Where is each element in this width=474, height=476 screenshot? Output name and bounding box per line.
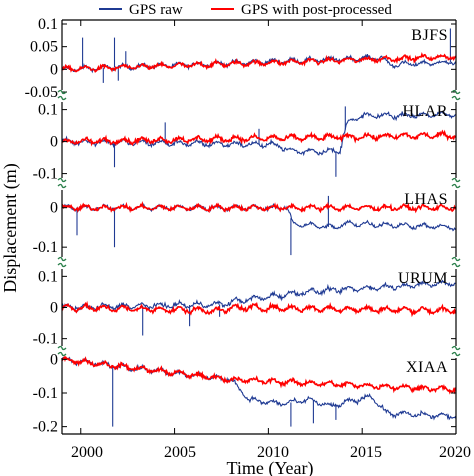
legend: GPS raw GPS with post-processed [99, 2, 392, 18]
y-tick-label: -0.05 [25, 84, 58, 101]
panel-lhas: 0 -0.1 LHAS [33, 190, 457, 257]
axis-break-mark [451, 89, 461, 101]
panel-urum: 0.1 0 -0.1 URUM [33, 268, 457, 348]
panel-xiaa: 0 -0.1 -0.2 XIAA [33, 351, 457, 436]
axis-break-mark [451, 256, 461, 268]
y-tick-label: 0.1 [38, 16, 58, 33]
axis-break-mark [57, 89, 67, 101]
station-label: XIAA [406, 359, 448, 376]
series-line-post-processed-lhas [62, 201, 456, 214]
station-label: URUM [398, 270, 448, 287]
y-tick-label: 0.1 [38, 102, 58, 119]
legend-label-post-processed: GPS with post-processed [241, 2, 392, 18]
series-line-post-processed-urum [62, 300, 456, 318]
axis-break-mark [451, 177, 461, 189]
y-tick-label: 0 [50, 61, 58, 78]
x-tick-label: 2005 [164, 444, 196, 461]
y-tick-label: 0.1 [38, 268, 58, 285]
y-tick-label: -0.1 [33, 385, 58, 402]
axis-break-mark [451, 345, 461, 357]
panel-bjfs: 0.1 0.05 0 -0.05 BJFS [25, 16, 457, 101]
y-tick-label: -0.1 [33, 239, 58, 256]
x-tick-label: 2010 [257, 444, 289, 461]
station-label: HLAR [402, 103, 448, 120]
frame [62, 19, 457, 435]
x-tick-labels: 2000 2005 2010 2015 2020 [71, 444, 471, 461]
y-tick-label: -0.2 [33, 419, 58, 436]
y-axis-title: Displacement (m) [0, 163, 21, 292]
axis-break-mark [57, 345, 67, 357]
y-tick-label: -0.1 [33, 166, 58, 183]
y-tick-label: 0 [50, 351, 58, 368]
panels-layer: 0.1 0.05 0 -0.05 BJFS 0.1 0 -0.1 HLAR 0 -0.1 LHAS 0.… [25, 16, 457, 436]
series-line-post-processed-hlar [62, 129, 456, 147]
axis-break-mark [57, 177, 67, 189]
x-axis-title: Time (Year) [226, 458, 313, 476]
x-tick-label: 2015 [350, 444, 382, 461]
legend-label-gps-raw: GPS raw [129, 2, 183, 18]
series-line-post-processed-bjfs [62, 51, 456, 73]
y-tick-label: 0 [50, 300, 58, 317]
axis-breaks [57, 89, 461, 357]
y-tick-label: 0 [50, 134, 58, 151]
y-tick-label: -0.1 [33, 331, 58, 348]
station-label: BJFS [411, 27, 448, 44]
x-tick-label: 2020 [439, 444, 471, 461]
station-label: LHAS [404, 191, 448, 208]
y-tick-label: 0.05 [30, 39, 58, 56]
x-tick-label: 2000 [71, 444, 103, 461]
panel-hlar: 0.1 0 -0.1 HLAR [33, 102, 457, 183]
y-tick-label: 0 [50, 200, 58, 217]
series-line-post-processed-xiaa [62, 355, 456, 395]
axis-break-mark [57, 256, 67, 268]
